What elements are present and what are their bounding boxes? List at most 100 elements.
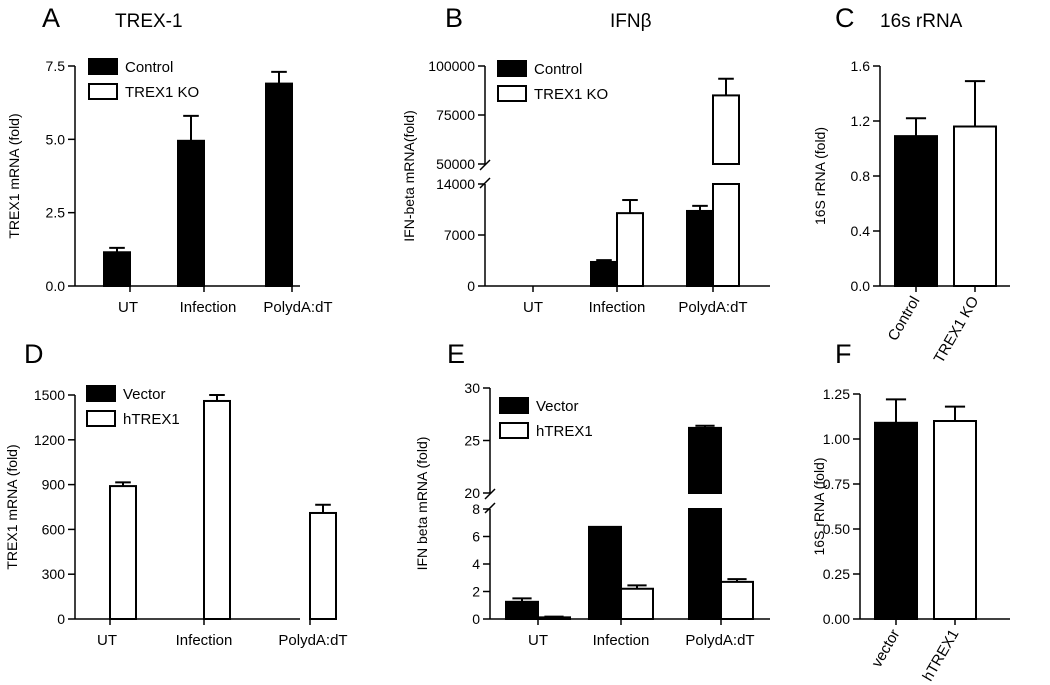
legend-label-B: TREX1 KO — [534, 86, 608, 103]
y-axis-label-B: IFN-beta mRNA(fold) — [401, 110, 417, 241]
y-tick-label-A: 0.0 — [46, 278, 66, 294]
legend-swatch-B — [497, 60, 527, 77]
y-tick-label-A: 7.5 — [46, 58, 66, 74]
axis-break-mark-B — [479, 159, 491, 171]
panel-letter-E: E — [447, 339, 465, 369]
legend-label-E: Vector — [536, 398, 579, 415]
y-axis-label-A: TREX1 mRNA (fold) — [6, 113, 22, 238]
x-tick-label-B: Infection — [589, 299, 646, 316]
legend-swatch-A — [88, 83, 118, 100]
y-tick-label-F: 0.00 — [823, 611, 850, 627]
x-tick-label-A: PolydA:dT — [263, 299, 332, 316]
bar-F — [874, 421, 918, 620]
bar-B — [590, 260, 618, 288]
y-tick-label-D: 1200 — [34, 432, 65, 448]
y-tick-label-B: 100000 — [428, 58, 475, 74]
bar-F — [933, 420, 977, 620]
y-axis-label-E: IFN beta mRNA (fold) — [414, 437, 430, 571]
legend-swatch-D — [86, 385, 116, 402]
legend-swatch-E — [499, 397, 529, 414]
x-tick-label-A: Infection — [180, 299, 237, 316]
bar-A — [265, 82, 293, 287]
legend-label-A: TREX1 KO — [125, 84, 199, 101]
x-tick-label-F: vector — [868, 627, 903, 671]
bar-B — [686, 209, 714, 287]
x-tick-label-A: UT — [118, 299, 138, 316]
legend-label-E: hTREX1 — [536, 423, 593, 440]
legend-swatch-A — [88, 58, 118, 75]
bar-A — [103, 251, 131, 287]
legend-swatch-E — [499, 422, 529, 439]
y-tick-label-D: 0 — [57, 611, 65, 627]
legend-label-D: Vector — [123, 386, 166, 403]
y-axis-label-C: 16S rRNA (fold) — [812, 127, 828, 225]
x-tick-label-F: hTREX1 — [919, 627, 962, 685]
y-tick-label-C: 0.4 — [851, 223, 871, 239]
legend-label-D: hTREX1 — [123, 411, 180, 428]
y-tick-label-E: 2 — [472, 584, 480, 600]
y-tick-label-E: 25 — [464, 433, 480, 449]
y-tick-label-D: 1500 — [34, 387, 65, 403]
bar-C — [894, 135, 938, 287]
x-tick-label-E: Infection — [593, 632, 650, 649]
y-tick-label-D: 600 — [42, 521, 66, 537]
panel-title-B: IFNβ — [610, 11, 652, 32]
bar-B — [616, 212, 644, 287]
axis-break-mark-E — [484, 488, 496, 500]
y-tick-label-B: 50000 — [436, 156, 475, 172]
y-axis-label-D: TREX1 mRNA (fold) — [4, 444, 20, 569]
bar-A — [177, 139, 205, 287]
y-tick-label-E: 0 — [472, 611, 480, 627]
y-tick-label-A: 5.0 — [46, 131, 66, 147]
y-tick-label-E: 8 — [472, 501, 480, 517]
bar-E — [720, 580, 754, 620]
y-tick-label-F: 0.50 — [823, 521, 850, 537]
bar-B — [712, 183, 740, 287]
panel-letter-D: D — [24, 339, 44, 369]
y-tick-label-F: 0.75 — [823, 476, 850, 492]
panel-title-C: 16s rRNA — [880, 11, 963, 32]
bar-E — [688, 508, 722, 620]
y-tick-label-B: 0 — [467, 278, 475, 294]
panel-letter-F: F — [835, 339, 852, 369]
y-tick-label-C: 1.6 — [851, 58, 871, 74]
panel-title-A: TREX-1 — [115, 11, 183, 32]
y-axis-label-F: 16S rRNA (fold) — [811, 457, 827, 555]
y-tick-label-E: 6 — [472, 529, 480, 545]
y-tick-label-C: 1.2 — [851, 113, 871, 129]
legend-label-A: Control — [125, 59, 173, 76]
bar-E — [505, 600, 539, 620]
x-tick-label-D: UT — [97, 632, 117, 649]
y-tick-label-D: 300 — [42, 566, 66, 582]
panel-letter-A: A — [42, 3, 60, 33]
y-tick-label-C: 0.8 — [851, 168, 871, 184]
x-tick-label-E: UT — [528, 632, 548, 649]
axis-break-mark-B — [479, 177, 491, 189]
y-tick-label-F: 1.25 — [823, 386, 850, 402]
bar-D — [109, 485, 137, 620]
x-tick-label-C: TREX1 KO — [931, 294, 983, 367]
bar-E — [688, 426, 722, 494]
axis-break-mark-E — [484, 502, 496, 514]
y-tick-label-B: 75000 — [436, 107, 475, 123]
x-tick-label-E: PolydA:dT — [685, 632, 754, 649]
legend-swatch-B — [497, 85, 527, 102]
x-tick-label-D: Infection — [176, 632, 233, 649]
bar-B — [712, 94, 740, 165]
y-tick-label-B: 14000 — [436, 176, 475, 192]
y-tick-label-A: 2.5 — [46, 205, 66, 221]
y-tick-label-B: 7000 — [444, 227, 475, 243]
panel-letter-B: B — [445, 3, 463, 33]
y-tick-label-F: 1.00 — [823, 431, 850, 447]
y-tick-label-D: 900 — [42, 477, 66, 493]
y-tick-label-E: 20 — [464, 485, 480, 501]
x-tick-label-B: PolydA:dT — [678, 299, 747, 316]
legend-label-B: Control — [534, 61, 582, 78]
y-tick-label-C: 0.0 — [851, 278, 871, 294]
x-tick-label-C: Control — [885, 294, 924, 344]
y-tick-label-E: 4 — [472, 556, 480, 572]
bar-D — [309, 511, 337, 620]
legend-swatch-D — [86, 410, 116, 427]
y-tick-label-F: 0.25 — [823, 566, 850, 582]
